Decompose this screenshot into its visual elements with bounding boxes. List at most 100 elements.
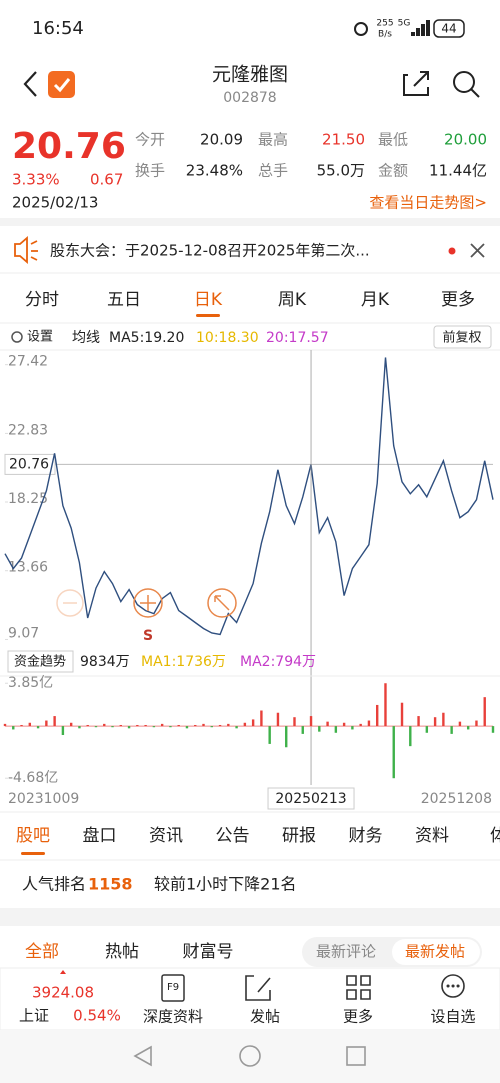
info-tab[interactable]: 盘口 bbox=[83, 826, 117, 846]
fund-bar bbox=[400, 702, 404, 727]
fund-bar bbox=[227, 723, 230, 727]
sort-tab[interactable]: 最新发帖 bbox=[405, 943, 465, 961]
period-tab[interactable]: 月K bbox=[361, 290, 390, 310]
period-tab[interactable]: 分时 bbox=[25, 290, 59, 310]
field-label: 最高 bbox=[258, 131, 288, 149]
info-tab[interactable]: 体 bbox=[490, 826, 500, 846]
field-value: 21.50 bbox=[322, 131, 365, 149]
clock: 16:54 bbox=[32, 18, 84, 39]
fund-bar bbox=[285, 726, 288, 748]
trend-link[interactable]: 查看当日走势图> bbox=[369, 194, 487, 212]
search-handle bbox=[470, 88, 480, 98]
fund-bar bbox=[119, 724, 122, 727]
zoom-in-sign bbox=[140, 595, 156, 611]
period-tab[interactable]: 五日 bbox=[107, 290, 141, 310]
nav-home[interactable] bbox=[239, 1045, 261, 1067]
bottom-item[interactable]: 设自选 bbox=[430, 1008, 475, 1026]
feed-tab[interactable]: 财富号 bbox=[183, 942, 234, 962]
info-tab[interactable]: 股吧 bbox=[16, 826, 50, 846]
fund-bar bbox=[409, 726, 412, 747]
fund-bar bbox=[12, 726, 15, 730]
feed-tab[interactable]: 全部 bbox=[25, 942, 59, 962]
index-value[interactable]: 3924.08 bbox=[32, 984, 94, 1002]
nav-back[interactable] bbox=[133, 1045, 152, 1067]
search-button[interactable] bbox=[453, 71, 475, 93]
fund-bar bbox=[384, 683, 387, 727]
sort-tabs: 最新评论 最新发帖 bbox=[316, 943, 465, 961]
fund-bar bbox=[28, 722, 32, 727]
field-value: 20.09 bbox=[200, 131, 243, 149]
nav-recent[interactable] bbox=[346, 1046, 366, 1066]
info-tab[interactable]: 资料 bbox=[415, 826, 449, 846]
period-tab[interactable]: 更多 bbox=[441, 290, 475, 310]
back-button[interactable] bbox=[23, 71, 37, 97]
field-label: 换手 bbox=[135, 162, 165, 180]
y-tick-label: 9.07 bbox=[8, 625, 39, 641]
fund-bar bbox=[417, 716, 420, 727]
network: 5G bbox=[398, 19, 411, 29]
info-tab[interactable]: 财务 bbox=[349, 826, 383, 846]
fund-bar bbox=[491, 726, 495, 733]
fund-bar bbox=[127, 726, 131, 729]
logo-check bbox=[53, 78, 71, 93]
signal-icon bbox=[411, 20, 430, 36]
feed-tab[interactable]: 热帖 bbox=[105, 942, 139, 962]
popularity-label: 人气排名 bbox=[22, 875, 86, 894]
fund-bar bbox=[45, 720, 48, 727]
stock-name: 元隆雅图 bbox=[212, 64, 288, 86]
fund-bar bbox=[111, 726, 114, 728]
adjust-button[interactable] bbox=[433, 325, 492, 349]
expand[interactable] bbox=[207, 588, 237, 618]
bottom-item[interactable]: 发帖 bbox=[250, 1008, 280, 1026]
tab-underline bbox=[21, 852, 45, 855]
period-tab[interactable]: 周K bbox=[278, 290, 307, 310]
fund-bar bbox=[53, 716, 56, 727]
bottom-item[interactable]: 深度资料 bbox=[143, 1008, 203, 1026]
fund-bar bbox=[160, 723, 164, 727]
settings-icon bbox=[11, 331, 23, 343]
fund-bar bbox=[36, 726, 40, 729]
settings[interactable]: 设置 bbox=[27, 330, 53, 345]
x-tick-label: 20231009 bbox=[8, 791, 79, 807]
period-tab[interactable]: 日K bbox=[194, 290, 223, 310]
fund-bar bbox=[243, 722, 247, 727]
fund-bar bbox=[359, 723, 362, 727]
info-tab[interactable]: 研报 bbox=[282, 826, 316, 846]
field-value: 55.0万 bbox=[317, 162, 365, 180]
up-arrow bbox=[60, 970, 66, 974]
fund-bar bbox=[326, 721, 329, 727]
f9-icon bbox=[161, 974, 185, 1002]
bottom-item[interactable]: 更多 bbox=[343, 1008, 373, 1026]
fund-bar bbox=[69, 722, 73, 727]
fund-bar bbox=[152, 726, 156, 728]
fund-bar bbox=[450, 726, 453, 734]
popularity-rank: 1158 bbox=[88, 875, 133, 894]
f9-label: F9 bbox=[167, 982, 179, 993]
quote-fields: 今开 20.09 最高 21.50 最低 20.00 换手 23.48% 总手 55.0万 金额 11… bbox=[135, 131, 487, 180]
close-notice[interactable] bbox=[470, 243, 485, 258]
field-label: 金额 bbox=[378, 162, 408, 180]
fund-title: 资金趋势 bbox=[14, 654, 66, 670]
expand-sign bbox=[214, 595, 230, 611]
fund-bar bbox=[210, 726, 213, 728]
y-tick-label: 18.25 bbox=[8, 491, 48, 507]
share-button[interactable] bbox=[403, 71, 429, 96]
fund-bar bbox=[483, 697, 486, 727]
info-tab[interactable]: 资讯 bbox=[149, 826, 183, 846]
fund-bar bbox=[276, 712, 280, 727]
popularity-note: 较前1小时下降21名 bbox=[154, 875, 297, 894]
ref-label: 20.76 bbox=[9, 456, 49, 472]
ref-label-bg bbox=[4, 453, 56, 475]
zoom-in[interactable] bbox=[133, 588, 163, 618]
fund-bar bbox=[144, 724, 147, 727]
fund-bar bbox=[185, 726, 189, 729]
fund-bar bbox=[202, 723, 205, 727]
app-logo bbox=[48, 71, 75, 98]
notice-text[interactable]: 股东大会：于2025-12-08召开2025年第二次... bbox=[50, 242, 370, 260]
info-tab[interactable]: 公告 bbox=[216, 826, 250, 846]
fund-button[interactable] bbox=[7, 650, 74, 673]
period-tabs: 分时 五日 日K 周K 月K 更多 bbox=[25, 290, 475, 317]
sort-tab[interactable]: 最新评论 bbox=[316, 943, 376, 961]
zoom-out[interactable] bbox=[56, 589, 84, 617]
fund-bar bbox=[458, 721, 462, 727]
